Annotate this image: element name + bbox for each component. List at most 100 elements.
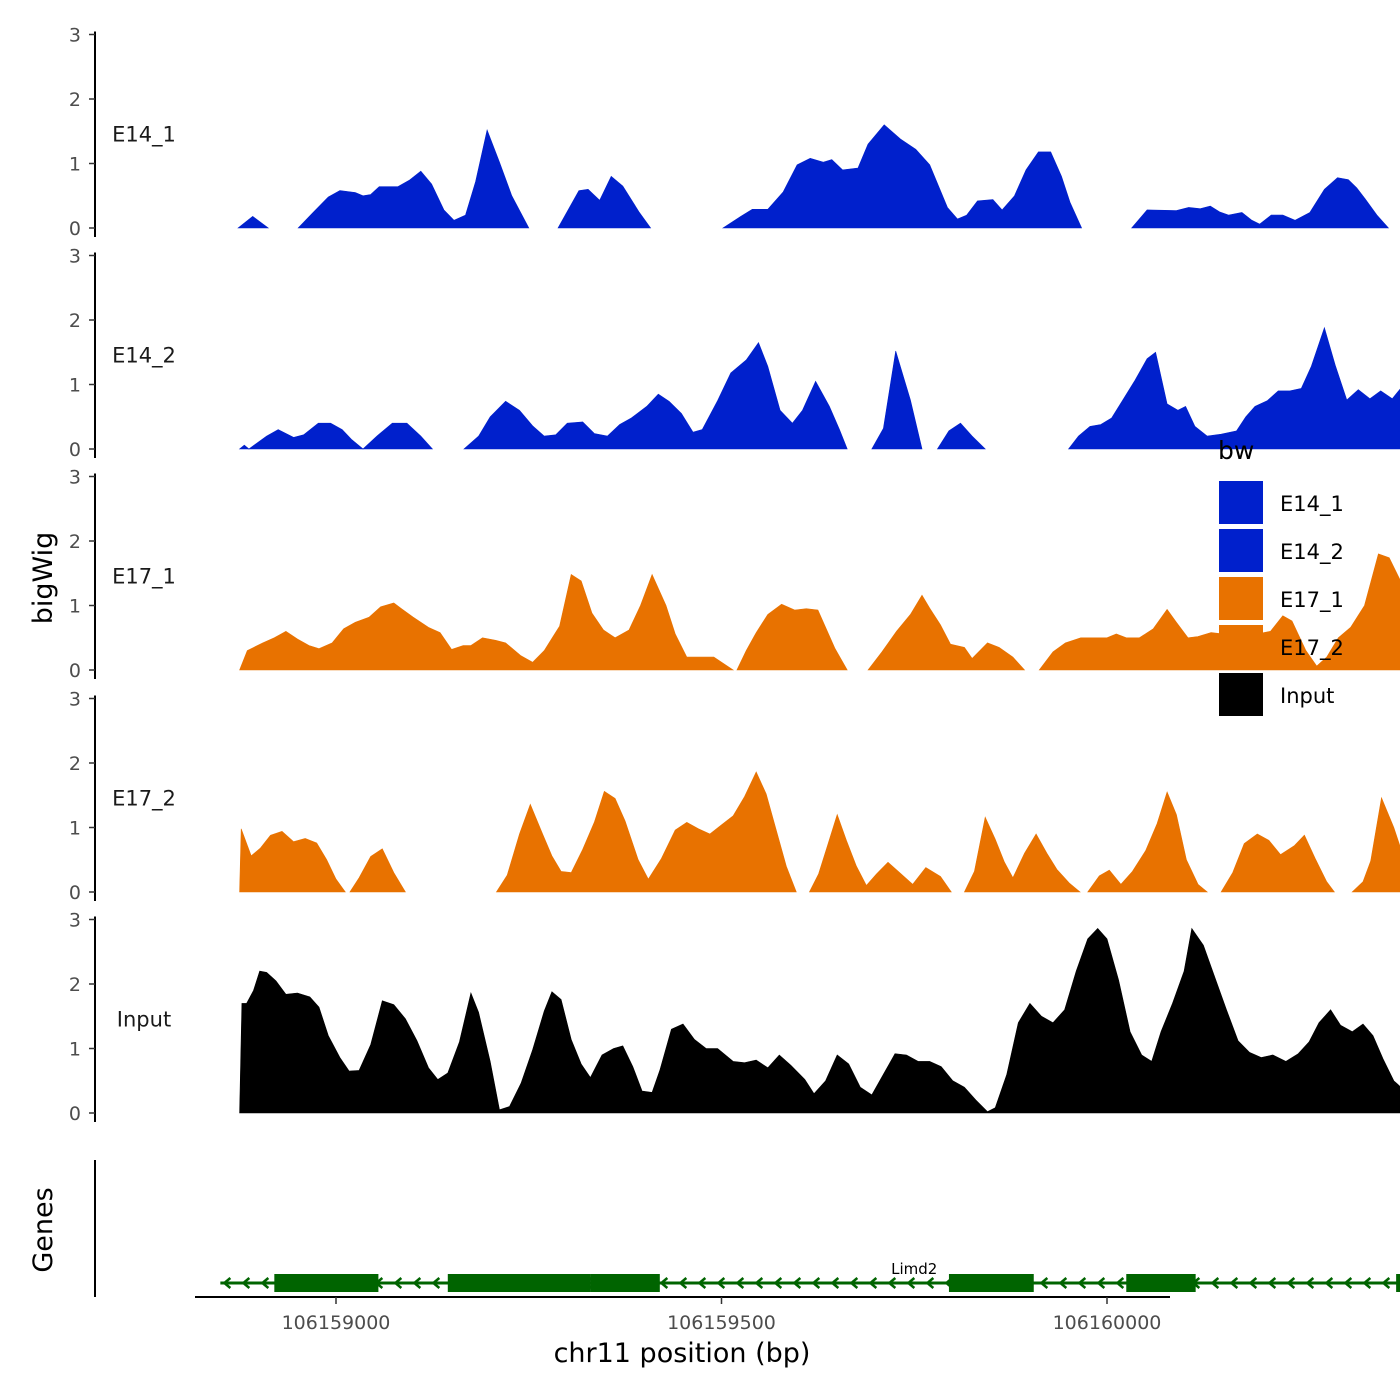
y-tick-label: 0 [69, 439, 81, 461]
y-tick-label: 3 [69, 910, 81, 932]
exon-Limd2 [590, 1274, 660, 1292]
y-tick-label: 0 [69, 882, 81, 904]
x-tick-label: 106159500 [667, 1312, 776, 1334]
gene-label-Limd2: Limd2 [891, 1260, 937, 1278]
strand-arrow-icon [830, 1277, 840, 1289]
strand-arrow-icon [1362, 1277, 1372, 1289]
legend-swatch-E14_1 [1219, 481, 1263, 524]
strand-arrow-icon [1210, 1277, 1220, 1289]
coverage-area-E14_1 [297, 128, 530, 229]
legend-swatch-E17_1 [1219, 577, 1263, 620]
y-tick-label: 1 [69, 818, 81, 840]
strand-arrow-icon [887, 1277, 897, 1289]
coverage-area-E17_2 [1351, 796, 1400, 893]
strand-arrow-icon [241, 1277, 251, 1289]
strand-arrow-icon [431, 1277, 441, 1289]
x-tick-label: 106159000 [282, 1312, 391, 1334]
strand-arrow-icon [1248, 1277, 1258, 1289]
y-tick-label: 3 [69, 246, 81, 268]
strand-arrow-icon [1229, 1277, 1239, 1289]
coverage-area-E17_2 [239, 828, 346, 893]
y-tick-label: 3 [69, 689, 81, 711]
coverage-area-E14_1 [237, 216, 270, 229]
coverage-area-E17_1 [736, 603, 848, 671]
y-tick-label: 2 [69, 531, 81, 553]
strand-arrow-icon [754, 1277, 764, 1289]
legend-title: bw [1218, 436, 1254, 465]
legend-label-E17_2: E17_2 [1280, 636, 1344, 661]
track-label-E14_1: E14_1 [112, 122, 176, 147]
coverage-area-E17_1 [867, 594, 1026, 671]
strand-arrow-icon [1077, 1277, 1087, 1289]
legend-label-Input: Input [1280, 684, 1334, 708]
coverage-area-Input [239, 927, 1400, 1114]
y-tick-label: 0 [69, 660, 81, 682]
strand-arrow-icon [1058, 1277, 1068, 1289]
strand-arrow-icon [697, 1277, 707, 1289]
strand-arrow-icon [925, 1277, 935, 1289]
y-tick-label: 0 [69, 1103, 81, 1125]
coverage-area-E14_2 [463, 341, 848, 450]
exon-Limd2 [447, 1274, 591, 1292]
strand-arrow-icon [868, 1277, 878, 1289]
exon-Limd2 [1396, 1274, 1400, 1292]
track-label-E17_1: E17_1 [112, 564, 176, 589]
coverage-area-E17_1 [239, 573, 735, 671]
y-tick-label: 2 [69, 974, 81, 996]
legend-swatch-E14_2 [1219, 529, 1263, 572]
strand-arrow-icon [792, 1277, 802, 1289]
genes-axis-title: Genes [28, 1187, 59, 1272]
strand-arrow-icon [1115, 1277, 1125, 1289]
strand-arrow-icon [773, 1277, 783, 1289]
strand-arrow-icon [906, 1277, 916, 1289]
coverage-area-E14_2 [871, 350, 923, 450]
coverage-area-E14_2 [238, 444, 250, 450]
coverage-area-E17_2 [1220, 833, 1335, 893]
coverage-area-E14_2 [1067, 326, 1400, 450]
legend-label-E14_2: E14_2 [1280, 540, 1344, 565]
coverage-area-E17_2 [349, 848, 406, 893]
coverage-area-E14_2 [362, 422, 434, 450]
strand-arrow-icon [716, 1277, 726, 1289]
coverage-area-E14_2 [936, 422, 986, 450]
exon-Limd2 [274, 1274, 379, 1292]
strand-arrow-icon [678, 1277, 688, 1289]
y-tick-label: 1 [69, 596, 81, 618]
strand-arrow-icon [849, 1277, 859, 1289]
coverage-area-E17_1 [1038, 553, 1400, 671]
x-axis-title: chr11 position (bp) [554, 1338, 811, 1369]
y-tick-label: 1 [69, 375, 81, 397]
coverage-area-E14_1 [1131, 177, 1390, 229]
y-tick-label: 2 [69, 89, 81, 111]
coverage-area-E17_2 [1087, 791, 1209, 893]
coverage-area-E14_1 [721, 124, 1083, 229]
strand-arrow-icon [1267, 1277, 1277, 1289]
strand-arrow-icon [222, 1277, 232, 1289]
exon-Limd2 [948, 1274, 1034, 1292]
coverage-area-E14_1 [557, 175, 652, 229]
legend-label-E17_1: E17_1 [1280, 588, 1344, 613]
legend-swatch-Input [1219, 673, 1263, 716]
track-label-Input: Input [117, 1007, 171, 1031]
strand-arrow-icon [1305, 1277, 1315, 1289]
strand-arrow-icon [393, 1277, 403, 1289]
strand-arrow-icon [412, 1277, 422, 1289]
strand-arrow-icon [1343, 1277, 1353, 1289]
coverage-area-E14_2 [247, 422, 364, 450]
y-axis-title: bigWig [28, 532, 59, 625]
exon-Limd2 [1126, 1274, 1196, 1292]
strand-arrow-icon [811, 1277, 821, 1289]
y-tick-label: 3 [69, 467, 81, 489]
y-tick-label: 2 [69, 310, 81, 332]
y-tick-label: 1 [69, 154, 81, 176]
y-tick-label: 1 [69, 1039, 81, 1061]
legend-swatch-E17_2 [1219, 625, 1263, 668]
y-tick-label: 3 [69, 25, 81, 47]
legend-label-E14_1: E14_1 [1280, 492, 1344, 517]
strand-arrow-icon [1286, 1277, 1296, 1289]
y-tick-label: 2 [69, 753, 81, 775]
x-tick-label: 106160000 [1053, 1312, 1162, 1334]
strand-arrow-icon [1039, 1277, 1049, 1289]
strand-arrow-icon [735, 1277, 745, 1289]
